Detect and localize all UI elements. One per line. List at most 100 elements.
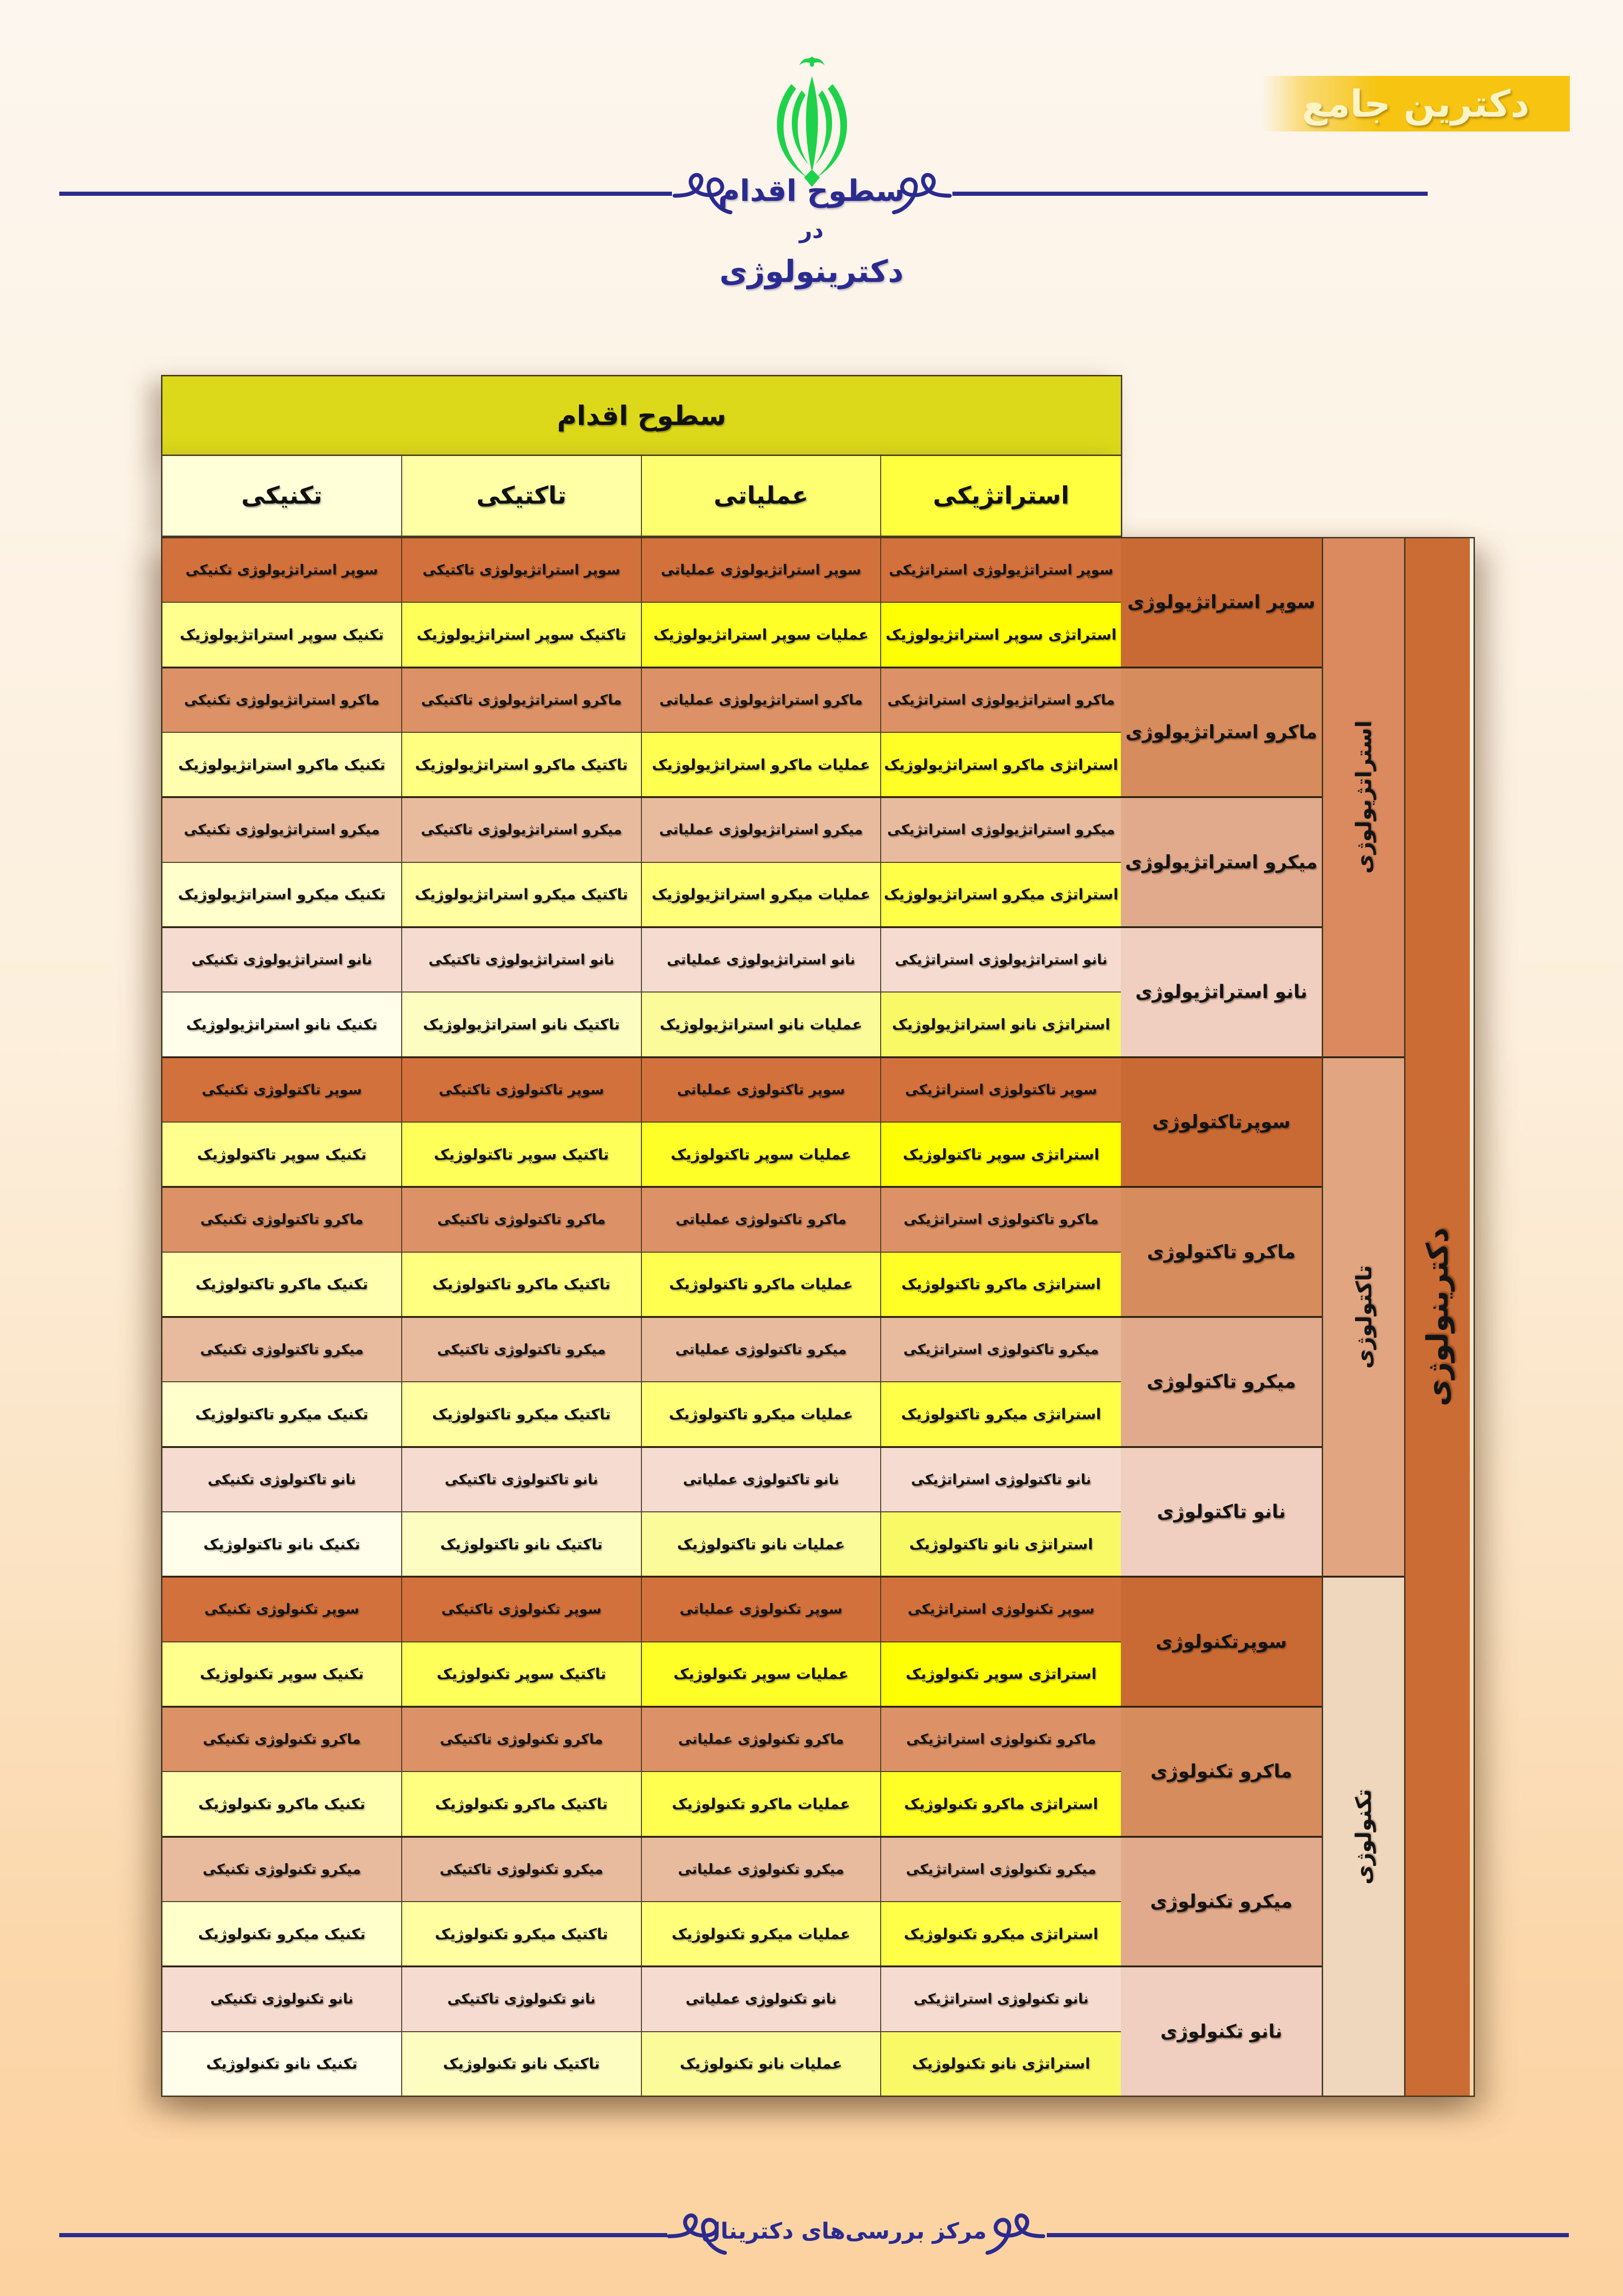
footer-label: مرکز بررسی‌های دکترینال — [701, 2218, 987, 2244]
action-cell: تاکتیک ماکرو تاکتولوژیک — [402, 1252, 642, 1316]
action-cell: عملیات نانو استراتژیولوژیک — [641, 992, 882, 1056]
action-cell: عملیات ماکرو تاکتولوژیک — [641, 1252, 882, 1316]
column-header-operational: عملیاتی — [641, 456, 882, 536]
group-label: نانو تاکتولوژی — [1121, 1447, 1322, 1578]
table-row: استراتژی ماکرو استراتژیولوژیک عملیات ماکر… — [162, 732, 1121, 799]
action-cell: استراتژی نانو استراتژیولوژیک — [881, 992, 1121, 1056]
terminology-cell: میکرو استراتژیولوژی تاکتیکی — [402, 798, 642, 862]
group-label: ماکرو تکنولوژی — [1121, 1708, 1322, 1838]
terminology-cell: میکرو تاکتولوژی تاکتیکی — [402, 1317, 642, 1382]
table-row: نانو تکنولوژی استراتژیکی نانو تکنولوژی عم… — [162, 1967, 1121, 2032]
terminology-cell: میکرو تکنولوژی عملیاتی — [641, 1837, 882, 1901]
group-label: نانو استراتژیولوژی — [1121, 928, 1322, 1058]
action-cell: تاکتیک نانو تکنولوژیک — [402, 2032, 642, 2096]
title-line-right — [952, 192, 1428, 196]
terminology-cell: ماکرو تکنولوژی استراتژیکی — [881, 1707, 1121, 1772]
action-cell: استراتژی سوپر تاکتولوژیک — [881, 1122, 1121, 1186]
terminology-cell: ماکرو تکنولوژی عملیاتی — [641, 1707, 882, 1772]
page-title-connector: در — [799, 218, 824, 243]
action-cell: تکنیک نانو استراتژیولوژیک — [162, 992, 402, 1056]
terminology-cell: سوپر تاکتولوژی عملیاتی — [641, 1058, 882, 1122]
action-cell: استراتژی ماکرو تاکتولوژیک — [881, 1252, 1121, 1316]
table-title-bar: سطوح اقدام — [161, 375, 1122, 456]
table-row: استراتژی سوپر تاکتولوژیک عملیات سوپر تاکت… — [162, 1122, 1121, 1188]
group-label: ماکرو استراتژیولوژی — [1121, 668, 1322, 799]
terminology-cell: سوپر استراتژیولوژی استراتژیکی — [881, 538, 1121, 602]
action-cell: عملیات میکرو استراتژیولوژیک — [641, 862, 882, 926]
action-cell: استراتژی میکرو تکنولوژیک — [881, 1902, 1121, 1966]
action-cell: تاکتیک سوپر تاکتولوژیک — [402, 1122, 642, 1186]
table-row: استراتژی سوپر استراتژیولوژیک عملیات سوپر … — [162, 603, 1121, 668]
action-cell: استراتژی نانو تاکتولوژیک — [881, 1512, 1121, 1576]
column-header-row: استراتژیکی عملیاتی تاکتیکی تکنیکی — [161, 456, 1122, 537]
terminology-cell: میکرو استراتژیولوژی استراتژیکی — [881, 798, 1121, 862]
terminology-cell: میکرو تکنولوژی تکنیکی — [162, 1837, 402, 1901]
section-labels-column: استراتژیولوژی تاکتولوژی تکنولوژی — [1323, 538, 1405, 2096]
terminology-cell: نانو تکنولوژی تاکتیکی — [402, 1967, 642, 2031]
action-cell: عملیات میکرو تکنولوژیک — [641, 1902, 882, 1966]
action-cell: تاکتیک ماکرو تکنولوژیک — [402, 1772, 642, 1836]
footer-line-right — [1047, 2233, 1569, 2237]
column-header-strategic: استراتژیکی — [881, 456, 1121, 536]
action-cell: تاکتیک نانو استراتژیولوژیک — [402, 992, 642, 1056]
terminology-cell: ماکرو تاکتولوژی تکنیکی — [162, 1188, 402, 1252]
group-label: میکرو استراتژیولوژی — [1121, 798, 1322, 929]
action-cell: تاکتیک ماکرو استراتژیولوژیک — [402, 732, 642, 797]
action-cell: عملیات نانو تکنولوژیک — [641, 2032, 882, 2096]
terminology-cell: سوپر تاکتولوژی تکنیکی — [162, 1058, 402, 1122]
terminology-cell: سوپر استراتژیولوژی عملیاتی — [641, 538, 882, 602]
table-row: نانو تاکتولوژی استراتژیکی نانو تاکتولوژی … — [162, 1447, 1121, 1512]
action-cell: تکنیک سوپر تاکتولوژیک — [162, 1122, 402, 1186]
ornament-icon — [892, 173, 952, 214]
action-cell: تاکتیک میکرو تاکتولوژیک — [402, 1382, 642, 1446]
terminology-cell: ماکرو تکنولوژی تکنیکی — [162, 1707, 402, 1772]
table-body: سوپر استراتژیولوژی استراتژیکی سوپر استرات… — [161, 537, 1475, 2097]
table-row: ماکرو تکنولوژی استراتژیکی ماکرو تکنولوژی … — [162, 1707, 1121, 1772]
terminology-cell: سوپر تکنولوژی تاکتیکی — [402, 1578, 642, 1641]
terminology-cell: نانو تکنولوژی استراتژیکی — [881, 1967, 1121, 2031]
terminology-cell: میکرو استراتژیولوژی عملیاتی — [641, 798, 882, 862]
terminology-cell: نانو تاکتولوژی استراتژیکی — [881, 1447, 1121, 1511]
table-row: استراتژی نانو استراتژیولوژیک عملیات نانو … — [162, 992, 1121, 1058]
action-cell: تکنیک نانو تکنولوژیک — [162, 2032, 402, 2096]
terminology-cell: سوپر تکنولوژی تکنیکی — [162, 1578, 402, 1641]
terminology-cell: سوپر تکنولوژی عملیاتی — [641, 1578, 882, 1641]
action-cell: استراتژی میکرو تاکتولوژیک — [881, 1382, 1121, 1446]
terminology-cell: ماکرو استراتژیولوژی عملیاتی — [641, 668, 882, 732]
terminology-cell: میکرو تاکتولوژی استراتژیکی — [881, 1317, 1121, 1382]
terminology-cell: ماکرو تکنولوژی تاکتیکی — [402, 1707, 642, 1772]
terminology-cell: نانو تاکتولوژی تکنیکی — [162, 1447, 402, 1511]
action-cell: تکنیک ماکرو تاکتولوژیک — [162, 1252, 402, 1316]
table-row: استراتژی ماکرو تاکتولوژیک عملیات ماکرو تا… — [162, 1252, 1121, 1318]
action-cell: استراتژی سوپر تکنولوژیک — [881, 1642, 1121, 1706]
table-row: سوپر تکنولوژی استراتژیکی سوپر تکنولوژی عم… — [162, 1578, 1121, 1642]
action-cell: تاکتیک نانو تاکتولوژیک — [402, 1512, 642, 1576]
action-cell: عملیات نانو تاکتولوژیک — [641, 1512, 882, 1576]
terminology-cell: ماکرو استراتژیولوژی استراتژیکی — [881, 668, 1121, 732]
action-cell: عملیات میکرو تاکتولوژیک — [641, 1382, 882, 1446]
ornament-icon — [985, 2213, 1045, 2255]
terminology-cell: نانو تاکتولوژی عملیاتی — [641, 1447, 882, 1511]
action-cell: عملیات سوپر استراتژیولوژیک — [641, 603, 882, 667]
table-row: استراتژی نانو تکنولوژیک عملیات نانو تکنول… — [162, 2032, 1121, 2096]
action-cell: تاکتیک سوپر تکنولوژیک — [402, 1642, 642, 1706]
table-row: سوپر تاکتولوژی استراتژیکی سوپر تاکتولوژی … — [162, 1058, 1121, 1123]
action-cell: عملیات ماکرو استراتژیولوژیک — [641, 732, 882, 797]
page-subtitle: دکترینولوژی — [719, 254, 904, 289]
terminology-cell: سوپر تاکتولوژی تاکتیکی — [402, 1058, 642, 1122]
action-cell: تکنیک سوپر تکنولوژیک — [162, 1642, 402, 1706]
table-row: میکرو تکنولوژی استراتژیکی میکرو تکنولوژی … — [162, 1837, 1121, 1902]
group-label: ماکرو تاکتولوژی — [1121, 1188, 1322, 1318]
action-cell: تکنیک نانو تاکتولوژیک — [162, 1512, 402, 1576]
ornament-icon — [672, 173, 733, 214]
page-title: سطوح اقدام — [718, 174, 905, 208]
table-row: استراتژی نانو تاکتولوژیک عملیات نانو تاکت… — [162, 1512, 1121, 1578]
action-cell: تاکتیک سوپر استراتژیولوژیک — [402, 603, 642, 667]
action-cell: عملیات سوپر تاکتولوژیک — [641, 1122, 882, 1186]
terminology-cell: میکرو تاکتولوژی تکنیکی — [162, 1317, 402, 1382]
banner-label: دکترین جامع — [1302, 82, 1530, 125]
ornament-icon — [667, 2213, 727, 2255]
terminology-cell: ماکرو استراتژیولوژی تاکتیکی — [402, 668, 642, 732]
group-label: سوپرتاکتولوژی — [1121, 1058, 1322, 1188]
action-cell: استراتژی ماکرو تکنولوژیک — [881, 1772, 1121, 1836]
